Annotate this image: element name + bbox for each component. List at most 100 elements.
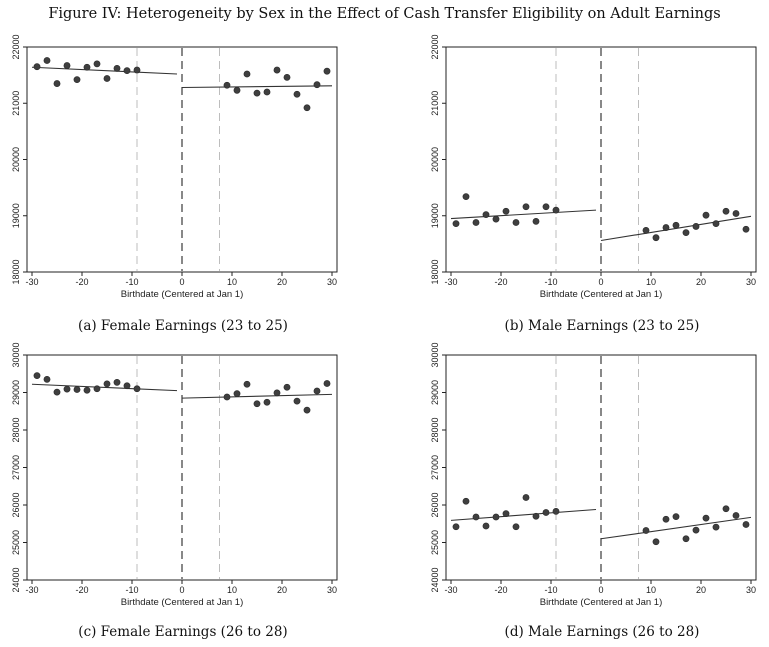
panel-a: -30 -20 -10 0 10 20 30 18000 19000 20000 21000 2200… bbox=[11, 34, 338, 300]
panel-a-y-tick-label: 21000 bbox=[11, 91, 21, 116]
panel-c-data-point bbox=[53, 388, 61, 396]
panel-c-x-tick-label: -20 bbox=[75, 585, 88, 595]
panel-c-data-point bbox=[263, 398, 271, 406]
panel-a-fit-line-left bbox=[31, 66, 178, 75]
panel-d-y-tick-label: 24000 bbox=[430, 567, 440, 592]
panel-b-data-point bbox=[482, 211, 490, 219]
panel-d-data-point bbox=[712, 523, 720, 531]
panel-d-data-point bbox=[552, 507, 560, 515]
panel-a-data-point bbox=[63, 62, 71, 69]
panel-b: -30 -20 -10 0 10 20 30 18000 19000 20000 21000 2200… bbox=[430, 34, 757, 300]
panel-b-data-point bbox=[532, 217, 540, 225]
panel-b-data-point bbox=[502, 207, 510, 215]
panel-b-data-point bbox=[722, 207, 730, 215]
panel-c-data-point bbox=[103, 380, 111, 388]
panel-a-data-point bbox=[263, 88, 271, 96]
panel-d-caption: (d) Male Earnings (26 to 28) bbox=[504, 624, 700, 640]
panel-a-data-point bbox=[223, 81, 231, 89]
panel-b-caption: (b) Male Earnings (23 to 25) bbox=[504, 318, 700, 334]
panel-c-data-point bbox=[313, 387, 321, 395]
panel-d-data-point bbox=[532, 512, 540, 520]
panel-b-data-point bbox=[702, 211, 710, 219]
panel-a-x-tick-label: -30 bbox=[25, 277, 38, 287]
panel-b-data-point bbox=[672, 221, 680, 229]
panel-d-data-point bbox=[662, 515, 670, 523]
panel-a-data-point bbox=[323, 67, 331, 75]
panel-d-y-tick-label: 30000 bbox=[430, 342, 440, 367]
panel-c-data-point bbox=[293, 397, 301, 405]
panel-a-caption: (a) Female Earnings (23 to 25) bbox=[78, 318, 288, 334]
panel-a-data-point bbox=[53, 80, 61, 87]
panel-b-data-point bbox=[542, 203, 550, 211]
panel-d-data-point bbox=[732, 512, 740, 519]
panel-d-data-point bbox=[702, 514, 710, 522]
panel-d-fit-line-left bbox=[450, 508, 597, 521]
panel-b-x-tick-label: 30 bbox=[746, 277, 756, 287]
panel-b-data-point bbox=[472, 219, 480, 226]
panel-d-x-tick-label: 10 bbox=[646, 585, 656, 595]
panel-c-data-point bbox=[43, 375, 51, 383]
panel-c-data-point bbox=[303, 406, 311, 414]
panel-c-data-point bbox=[73, 386, 81, 393]
panel-c-y-tick-label: 29000 bbox=[11, 380, 21, 405]
panel-d-data-point bbox=[742, 521, 750, 528]
panel-d-data-point bbox=[652, 538, 660, 546]
panel-c-data-point bbox=[283, 383, 291, 391]
panel-a-data-point bbox=[313, 81, 321, 89]
panel-b-data-point bbox=[512, 219, 520, 226]
panel-d-data-point bbox=[722, 505, 730, 513]
panel-a-data-point bbox=[113, 64, 121, 72]
panel-a-data-point bbox=[253, 89, 261, 97]
panel-a-x-tick-label: -10 bbox=[125, 277, 138, 287]
panel-d-x-tick-label: -20 bbox=[494, 585, 507, 595]
panel-b-x-tick-label: 0 bbox=[598, 277, 603, 287]
panel-d-data-point bbox=[642, 527, 650, 534]
panel-b-data-point bbox=[742, 225, 750, 233]
panel-b-x-tick-label: 10 bbox=[646, 277, 656, 287]
panel-b-y-tick-label: 18000 bbox=[430, 259, 440, 284]
panel-c-x-tick-label: -10 bbox=[125, 585, 138, 595]
panel-c-fit-line-left bbox=[31, 383, 178, 392]
panel-c-x-tick-label: 30 bbox=[327, 585, 337, 595]
panel-a-x-tick-label: -20 bbox=[75, 277, 88, 287]
panel-d: -30 -20 -10 0 10 20 30 24000 25000 26000 27000 2800… bbox=[430, 342, 757, 608]
panel-b-x-tick-label: -10 bbox=[544, 277, 557, 287]
panel-d-data-point bbox=[692, 526, 700, 534]
panel-b-x-tick-label: -30 bbox=[444, 277, 457, 287]
figure-title: Figure IV: Heterogeneity by Sex in the E… bbox=[48, 6, 721, 22]
panel-c-y-tick-label: 27000 bbox=[11, 455, 21, 480]
panel-d-y-tick-label: 25000 bbox=[430, 530, 440, 555]
panel-d-data-point bbox=[452, 523, 460, 531]
panel-c: -30 -20 -10 0 10 20 30 24000 25000 26000 27000 2800… bbox=[11, 342, 338, 608]
panel-c-y-tick-label: 28000 bbox=[11, 417, 21, 442]
panel-a-data-point bbox=[303, 104, 311, 112]
panel-b-data-point bbox=[492, 215, 500, 223]
panel-c-y-tick-label: 26000 bbox=[11, 492, 21, 517]
panel-b-y-tick-label: 21000 bbox=[430, 91, 440, 116]
panel-a-data-point bbox=[133, 66, 141, 74]
panel-c-data-point bbox=[223, 393, 231, 401]
panel-d-data-point bbox=[492, 513, 500, 521]
panel-c-y-tick-label: 24000 bbox=[11, 567, 21, 592]
panel-d-x-axis-label: Birthdate (Centered at Jan 1) bbox=[540, 597, 663, 608]
panel-c-x-tick-label: 10 bbox=[227, 585, 237, 595]
panel-d-y-tick-label: 29000 bbox=[430, 380, 440, 405]
panel-c-data-point bbox=[93, 385, 101, 393]
panel-d-data-point bbox=[682, 535, 690, 543]
panel-a-x-tick-label: 20 bbox=[277, 277, 287, 287]
panel-a-data-point bbox=[283, 73, 291, 81]
panel-a-y-tick-label: 20000 bbox=[11, 147, 21, 172]
panel-c-fit-line-right bbox=[181, 393, 333, 399]
panel-a-y-tick-label: 22000 bbox=[11, 34, 21, 59]
panel-b-data-point bbox=[552, 206, 560, 214]
panel-c-data-point bbox=[33, 372, 41, 380]
panel-d-y-tick-label: 26000 bbox=[430, 492, 440, 517]
panel-b-y-tick-label: 19000 bbox=[430, 203, 440, 228]
panel-b-data-point bbox=[662, 224, 670, 231]
panel-a-data-point bbox=[83, 63, 91, 71]
panel-d-data-point bbox=[672, 513, 680, 521]
panel-d-x-tick-label: 0 bbox=[598, 585, 603, 595]
panel-b-data-point bbox=[682, 229, 690, 237]
panel-c-y-tick-label: 25000 bbox=[11, 530, 21, 555]
